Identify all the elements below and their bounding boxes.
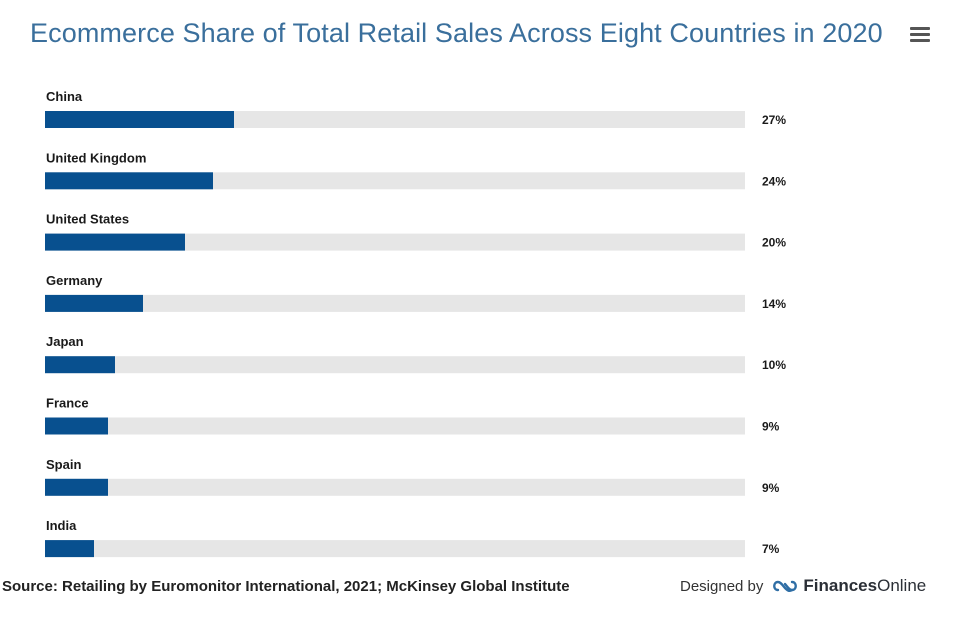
category-label-france: France	[46, 396, 89, 411]
category-label-india: India	[46, 518, 77, 533]
hamburger-menu-icon[interactable]	[910, 27, 930, 43]
value-label-united-kingdom: 24%	[762, 174, 786, 188]
bar-track-united-states	[45, 233, 745, 251]
value-label-germany: 14%	[762, 297, 786, 311]
bar-track-united-kingdom	[45, 172, 745, 190]
category-label-germany: Germany	[46, 273, 103, 288]
finances-online-logo-icon	[773, 580, 798, 593]
bar-japan[interactable]	[45, 356, 115, 374]
value-label-united-states: 20%	[762, 236, 786, 250]
category-label-japan: Japan	[46, 334, 84, 349]
bar-france[interactable]	[45, 417, 108, 435]
designed-by-label: Designed by	[680, 577, 764, 595]
category-label-china: China	[46, 89, 83, 104]
value-label-spain: 9%	[762, 481, 780, 495]
value-label-japan: 10%	[762, 358, 786, 372]
chart-title: Ecommerce Share of Total Retail Sales Ac…	[30, 18, 883, 48]
brand-name-bold: Finances	[803, 576, 878, 595]
bar-chart: China 27% United Kingdom 24% United States 20…	[45, 89, 786, 558]
value-label-india: 7%	[762, 542, 780, 556]
source-note: Source: Retailing by Euromonitor Interna…	[2, 578, 570, 595]
category-label-spain: Spain	[46, 457, 81, 472]
bar-spain[interactable]	[45, 478, 108, 496]
designed-by-credit[interactable]: Designed by Finances Online	[680, 576, 926, 596]
bar-china[interactable]	[45, 111, 234, 128]
value-label-china: 27%	[762, 113, 786, 127]
bar-track-france	[45, 417, 745, 435]
value-label-france: 9%	[762, 420, 780, 434]
bar-germany[interactable]	[45, 294, 143, 312]
bar-track-india	[45, 540, 745, 558]
bar-india[interactable]	[45, 540, 94, 558]
bar-track-japan	[45, 356, 745, 374]
brand-name-regular: Online	[877, 576, 927, 595]
bar-track-germany	[45, 294, 745, 312]
bar-united-states[interactable]	[45, 233, 185, 251]
bar-track-spain	[45, 478, 745, 496]
category-label-united-kingdom: United Kingdom	[46, 150, 146, 165]
category-label-united-states: United States	[46, 212, 129, 227]
bar-united-kingdom[interactable]	[45, 172, 213, 190]
